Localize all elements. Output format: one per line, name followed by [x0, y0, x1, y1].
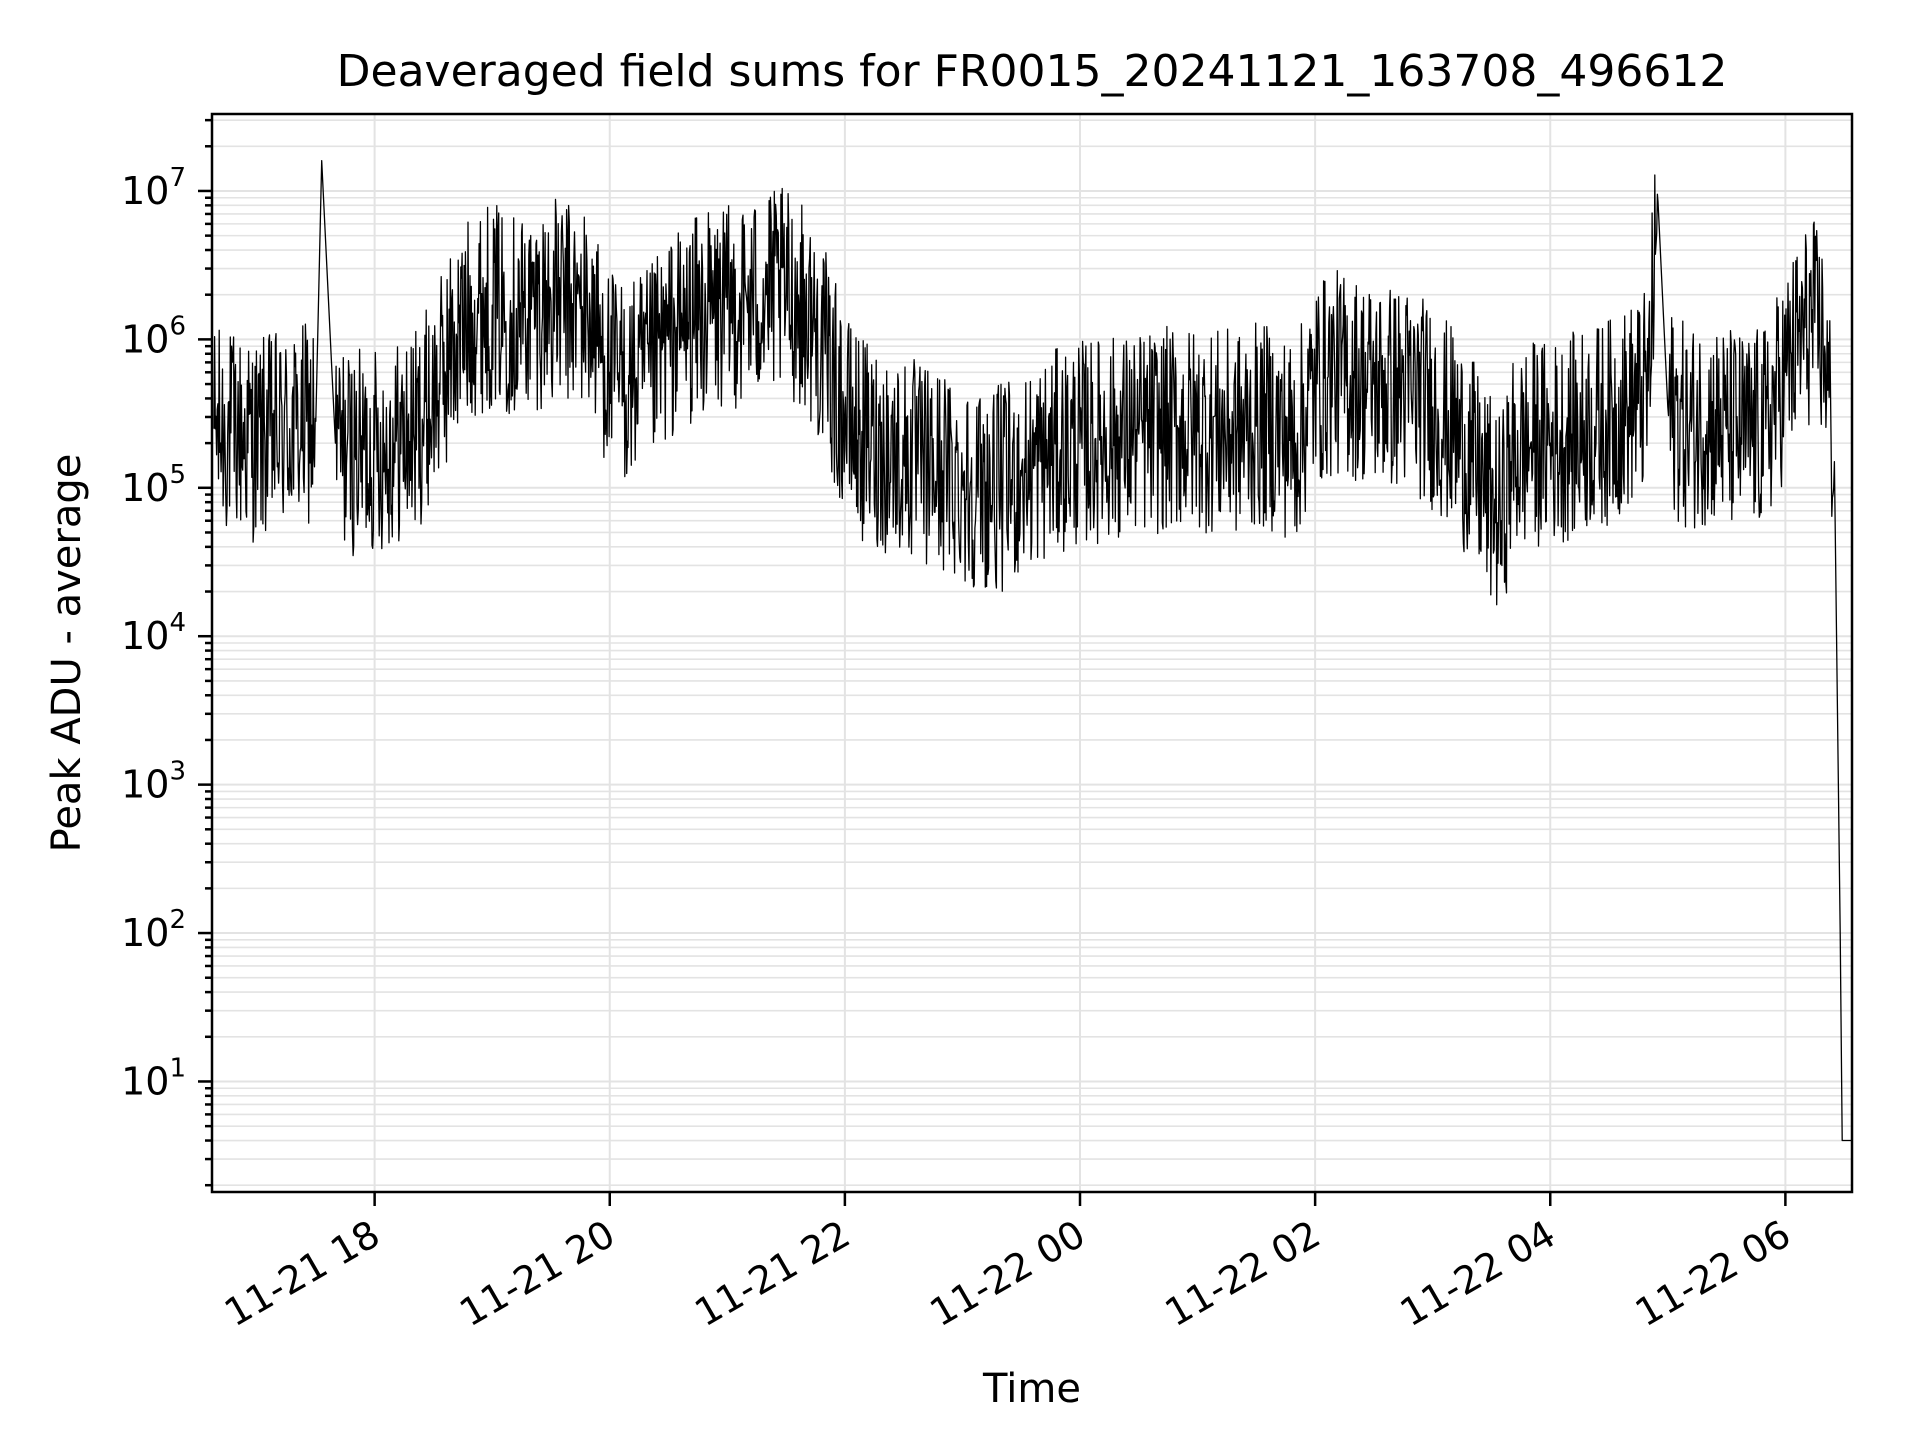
plot-frame	[210, 112, 1854, 1194]
y-tick-exponent: 6	[169, 311, 186, 341]
grid	[212, 114, 1852, 1192]
y-tick-exponent: 1	[169, 1053, 186, 1083]
y-tick-base: 10	[121, 614, 169, 658]
chart-title: Deaveraged field sums for FR0015_2024112…	[337, 46, 1728, 97]
y-tick-exponent: 7	[169, 163, 186, 193]
y-tick-label: 101	[121, 1053, 186, 1103]
y-tick-base: 10	[121, 911, 169, 955]
y-tick-label: 105	[121, 460, 186, 510]
x-axis-label: Time	[982, 1366, 1081, 1412]
series-layer	[213, 160, 1852, 1142]
y-tick-exponent: 5	[169, 460, 186, 490]
y-tick-label: 106	[121, 311, 186, 361]
y-tick-base: 10	[121, 763, 169, 807]
y-tick-label: 107	[121, 163, 186, 213]
y-tick-base: 10	[121, 317, 169, 361]
series-line	[213, 160, 1852, 1142]
y-tick-exponent: 4	[169, 608, 186, 638]
y-tick-base: 10	[121, 169, 169, 213]
y-tick-exponent: 3	[169, 757, 186, 787]
y-axis-label: Peak ADU - average	[44, 454, 90, 853]
y-tick-label: 104	[121, 608, 186, 658]
y-tick-label: 102	[121, 905, 186, 955]
y-tick-exponent: 2	[169, 905, 186, 935]
y-tick-base: 10	[121, 1059, 169, 1103]
y-tick-label: 103	[121, 757, 186, 807]
y-tick-base: 10	[121, 466, 169, 510]
